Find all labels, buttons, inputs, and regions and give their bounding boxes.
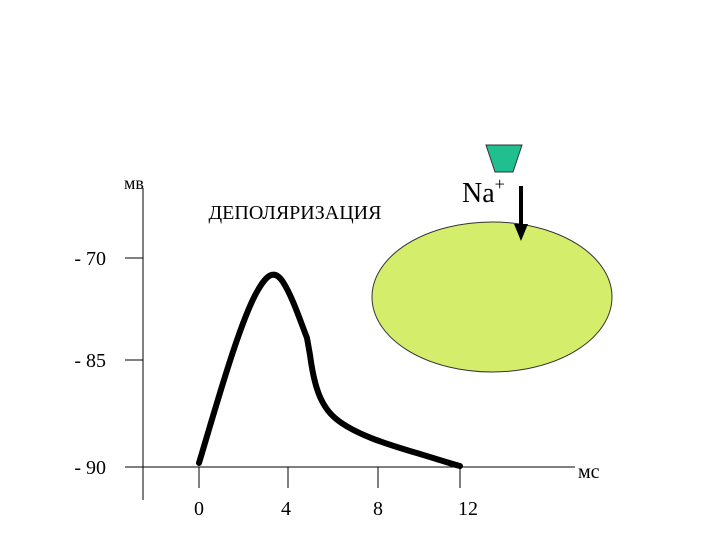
title: ДЕПОЛЯРИЗАЦИЯ — [209, 202, 382, 224]
x-axis-label: мс — [578, 461, 600, 483]
cell — [371, 221, 613, 373]
x-tick-label: 8 — [373, 498, 383, 520]
y-tick-label: - 90 — [74, 457, 106, 479]
x-tick-label: 12 — [458, 498, 478, 520]
y-axis-label: мв — [124, 173, 144, 193]
y-tick-label: - 85 — [74, 350, 106, 372]
y-tick-label: - 70 — [74, 248, 106, 270]
ion-label: Na+ — [462, 174, 505, 209]
x-tick-label: 0 — [194, 498, 204, 520]
x-tick-label: 4 — [281, 498, 291, 520]
ion-symbol: Na — [462, 178, 495, 209]
ion-channel — [485, 144, 523, 173]
potential-curve — [196, 271, 463, 469]
ion-charge: + — [495, 174, 505, 194]
arrow-head — [514, 224, 528, 241]
